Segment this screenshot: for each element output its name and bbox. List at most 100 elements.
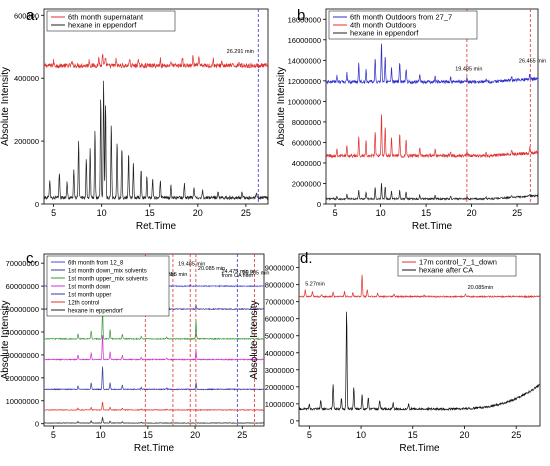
annotation-label: 19.485 min: [178, 261, 205, 267]
y-tick-label: 2000000: [292, 179, 321, 188]
x-tick-label: 15: [145, 208, 155, 218]
series-trace: [44, 311, 264, 341]
y-tick-label: 14000000: [288, 56, 321, 65]
x-tick-label: 20: [467, 208, 477, 218]
series-trace: [44, 80, 268, 201]
x-tick-label: 5: [333, 208, 338, 218]
legend-entry: 6th month from 12_8: [68, 261, 124, 267]
legend-entry: 1st month down_mix solvents: [68, 269, 147, 275]
x-tick-label: 10: [376, 208, 386, 218]
y-tick-label: 4000000: [265, 349, 294, 358]
series-trace: [326, 183, 538, 201]
x-tick-label: 15: [421, 208, 431, 218]
legend-box: [397, 255, 517, 277]
x-axis-label: Ret.Time: [412, 221, 453, 232]
legend-entry: 1st month down: [68, 285, 110, 291]
series-trace: [44, 335, 264, 361]
series-trace: [299, 311, 540, 412]
legend-entry: 1st month upper_mix solvents: [68, 277, 148, 283]
y-tick-label: 5000000: [265, 332, 294, 341]
x-tick-label: 15: [408, 430, 418, 440]
x-tick-label: 5: [51, 430, 56, 440]
legend-entry: hexane in eppendorf: [68, 21, 137, 30]
y-tick-label: 2000000: [265, 383, 294, 392]
plot-frame: [43, 253, 265, 427]
y-tick-label: 6000000: [292, 138, 321, 147]
y-tick-label: 40000000: [6, 328, 39, 337]
y-axis-label: Absolute Intensity: [0, 67, 11, 146]
y-tick-label: 9000000: [265, 264, 294, 273]
y-tick-label: 6000000: [265, 315, 294, 324]
y-tick-label: 0: [290, 417, 294, 426]
legend-entry: hexane after CA: [419, 266, 473, 275]
legend-box: [46, 255, 170, 317]
y-tick-label: 60000000: [6, 282, 39, 291]
panel-label: c.: [26, 250, 38, 267]
annotation-label: 19.485 min: [455, 67, 482, 73]
series-trace: [299, 274, 540, 299]
legend-entry: 6th month Outdoors from 27_7: [350, 13, 452, 22]
legend-box: [46, 10, 176, 32]
y-tick-label: 1000000: [265, 400, 294, 409]
annotation-label: 20.085min: [468, 285, 494, 291]
series-trace: [326, 114, 538, 159]
plot-frame: [298, 253, 541, 427]
y-tick-label: 200000: [14, 137, 39, 146]
legend-entry: 12th control: [68, 301, 99, 307]
annotation-label: 17.655 min: [160, 272, 187, 278]
y-axis-label: Absolute Intensity: [249, 301, 260, 380]
y-tick-label: 0: [35, 200, 39, 209]
y-tick-label: 8000000: [292, 118, 321, 127]
x-tick-label: 25: [512, 208, 522, 218]
annotation-label: 26.455 min: [519, 58, 546, 64]
annotation-label: 26.285 min: [242, 271, 269, 277]
y-tick-label: 400000: [14, 74, 39, 83]
series-trace: [326, 43, 538, 85]
x-tick-label: 20: [193, 208, 203, 218]
y-tick-label: 8000000: [265, 281, 294, 290]
y-tick-label: 18000000: [288, 15, 321, 24]
y-axis-label: Absolute Intensity: [276, 67, 287, 146]
y-tick-label: 30000000: [6, 351, 39, 360]
annotation-label: 20.085 min: [198, 266, 225, 272]
y-tick-label: 3000000: [265, 366, 294, 375]
x-axis-label: Ret.Time: [136, 221, 177, 232]
plot-frame: [325, 8, 539, 205]
legend-entry: hexane in eppendorf: [350, 29, 419, 38]
series-trace: [44, 401, 264, 412]
y-tick-label: 10000000: [288, 97, 321, 106]
x-tick-label: 5: [51, 208, 56, 218]
panel-d: d. 5 10 15 20 25 0 1000000 2000000 3000000 4000000…: [249, 250, 541, 454]
panel-label: b.: [297, 7, 310, 24]
y-tick-label: 12000000: [288, 77, 321, 86]
annotation-label: 5.27min: [305, 282, 325, 288]
y-tick-label: 600000: [14, 11, 39, 20]
y-tick-label: 50000000: [6, 305, 39, 314]
x-tick-label: 10: [97, 208, 107, 218]
plot-frame: [43, 8, 269, 205]
x-tick-label: 5: [307, 430, 312, 440]
x-tick-label: 15: [143, 430, 153, 440]
series-trace: [44, 416, 264, 424]
x-axis-label: Ret.Time: [399, 443, 440, 454]
legend-entry: 4th month Outdoors: [350, 21, 417, 30]
x-tick-label: 10: [356, 430, 366, 440]
x-tick-label: 25: [241, 208, 251, 218]
annotation-label: 24.475 min is: [222, 269, 255, 275]
legend-entry: 17m control_7_1_down: [419, 258, 497, 267]
legend-entry: hexane in eppendorf: [68, 309, 123, 315]
panel-label: d.: [300, 250, 313, 267]
panel-label: a.: [26, 7, 39, 24]
legend-entry: 6th month supernatant: [68, 13, 144, 22]
panel-a: a. 5 10 15 20 25 0 200000 400000 600000 Ret.Time Ab…: [0, 7, 269, 232]
x-axis-label: Ret.Time: [134, 443, 175, 454]
legend-entry: 1st month upper: [68, 293, 111, 299]
y-axis-label: Absolute Intensity: [0, 301, 11, 380]
y-tick-label: 70000000: [6, 259, 39, 268]
annotation-label: 26.291 min: [227, 49, 254, 55]
y-tick-label: 16000000: [288, 36, 321, 45]
series-trace: [44, 54, 268, 70]
y-tick-label: 7000000: [265, 298, 294, 307]
series-trace: [44, 366, 264, 391]
